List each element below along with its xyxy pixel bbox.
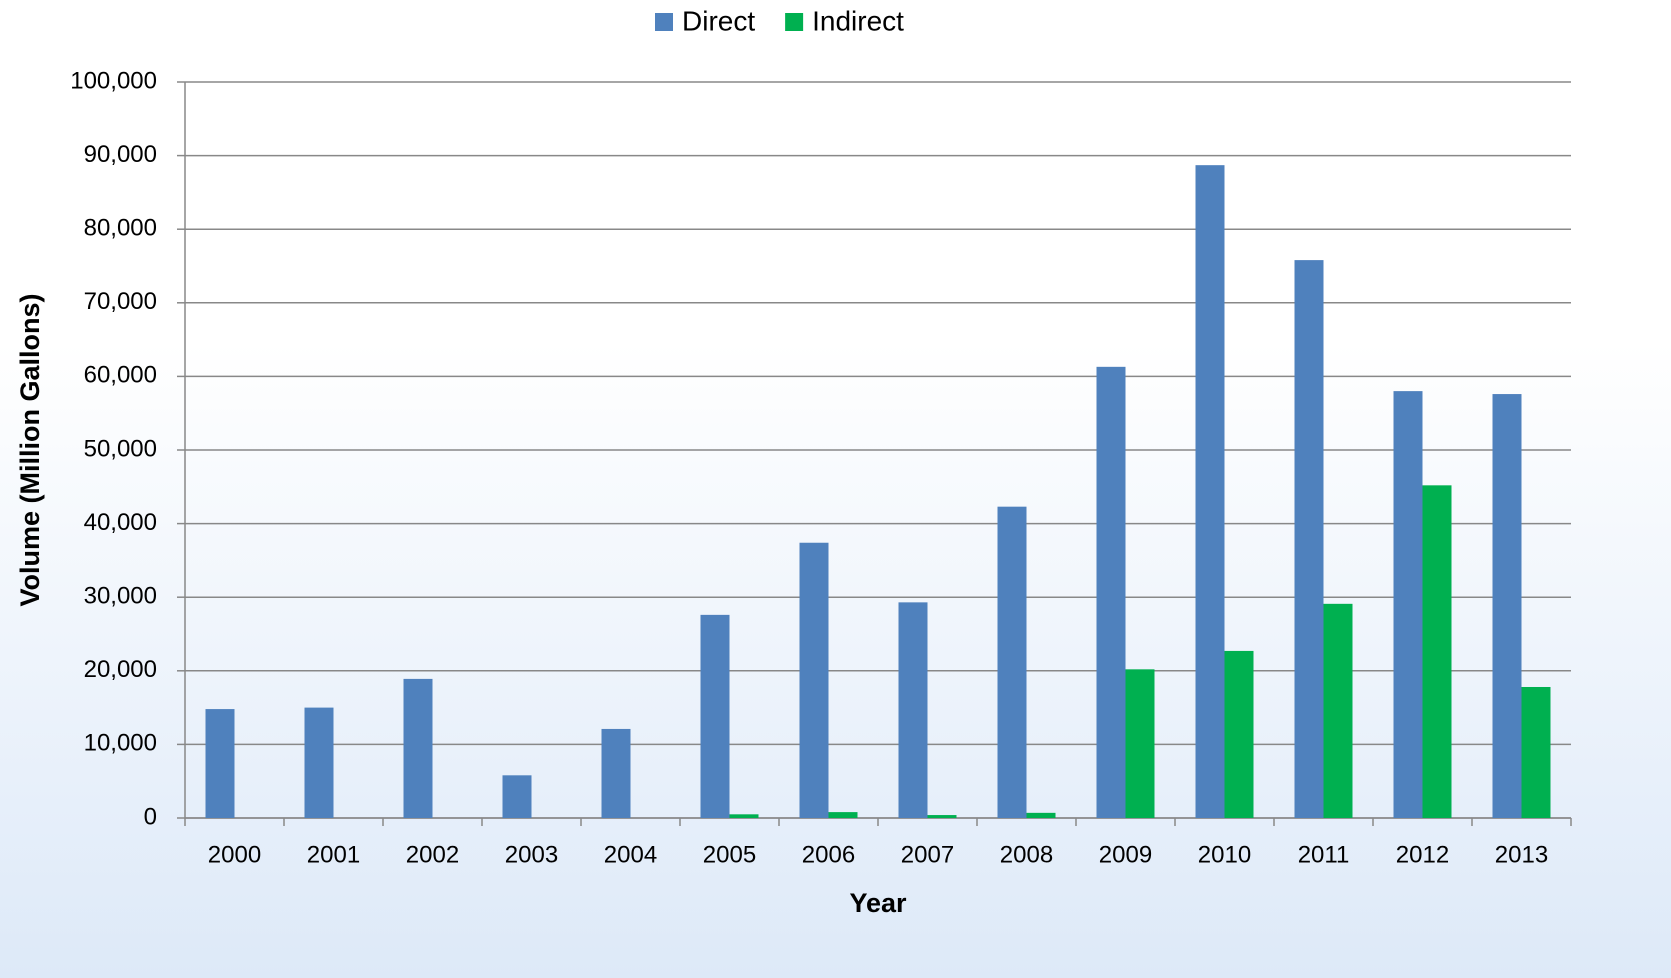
bar bbox=[1195, 165, 1225, 819]
x-tick-label: 2005 bbox=[703, 841, 756, 868]
x-tick-label: 2004 bbox=[604, 841, 657, 868]
y-tick-label: 0 bbox=[144, 803, 157, 830]
y-tick-label: 80,000 bbox=[84, 215, 157, 242]
legend-swatch bbox=[655, 13, 673, 31]
y-axis-label: Volume (Million Gallons) bbox=[15, 293, 45, 606]
y-tick-label: 100,000 bbox=[70, 67, 157, 94]
bar bbox=[799, 542, 829, 818]
bar bbox=[1224, 650, 1254, 818]
bar bbox=[1492, 394, 1522, 818]
y-tick-label: 50,000 bbox=[84, 435, 157, 462]
x-tick-label: 2009 bbox=[1099, 841, 1152, 868]
bar bbox=[927, 815, 957, 818]
x-tick-label: 2007 bbox=[901, 841, 954, 868]
bar bbox=[502, 775, 532, 818]
bar bbox=[1096, 366, 1126, 818]
bar bbox=[403, 678, 433, 818]
x-tick-label: 2013 bbox=[1495, 841, 1548, 868]
bar bbox=[304, 707, 334, 818]
y-tick-label: 10,000 bbox=[84, 730, 157, 757]
x-axis-label: Year bbox=[849, 888, 907, 918]
x-tick-label: 2002 bbox=[406, 841, 459, 868]
bar bbox=[1323, 603, 1353, 818]
bar bbox=[205, 709, 235, 818]
bar bbox=[1422, 485, 1452, 818]
y-tick-label: 40,000 bbox=[84, 509, 157, 536]
bar bbox=[1026, 812, 1056, 818]
bar bbox=[729, 814, 759, 818]
x-tick-label: 2011 bbox=[1298, 841, 1350, 868]
bar bbox=[1521, 686, 1551, 818]
y-tick-label: 70,000 bbox=[84, 288, 157, 315]
y-tick-label: 30,000 bbox=[84, 583, 157, 610]
bar bbox=[1393, 391, 1423, 818]
x-tick-label: 2008 bbox=[1000, 841, 1053, 868]
bar bbox=[700, 614, 730, 818]
legend-label: Indirect bbox=[812, 5, 904, 36]
bar bbox=[898, 602, 928, 818]
bar bbox=[997, 506, 1027, 818]
bar bbox=[828, 812, 858, 818]
x-tick-label: 2001 bbox=[307, 841, 360, 868]
legend-label: Direct bbox=[682, 5, 755, 36]
bar bbox=[1125, 669, 1155, 818]
x-tick-label: 2006 bbox=[802, 841, 855, 868]
bar bbox=[1294, 260, 1324, 818]
x-tick-label: 2000 bbox=[208, 841, 261, 868]
y-tick-label: 20,000 bbox=[84, 656, 157, 683]
x-tick-label: 2010 bbox=[1198, 841, 1251, 868]
legend-swatch bbox=[785, 13, 804, 31]
bar bbox=[601, 728, 631, 818]
y-tick-label: 60,000 bbox=[84, 362, 157, 389]
x-tick-label: 2003 bbox=[505, 841, 558, 868]
x-tick-label: 2012 bbox=[1396, 841, 1449, 868]
y-tick-label: 90,000 bbox=[84, 141, 157, 168]
